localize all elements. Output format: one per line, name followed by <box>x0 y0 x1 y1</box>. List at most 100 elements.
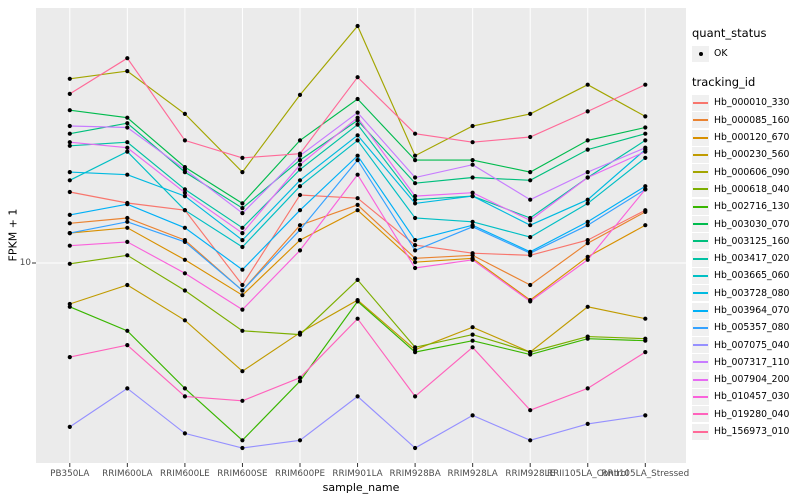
series-color-swatch-icon <box>693 274 708 277</box>
data-point <box>297 332 303 337</box>
data-point <box>470 345 475 350</box>
x-tick-label: RRII105LA_Control <box>546 469 629 479</box>
data-point <box>182 239 187 244</box>
legend-key-line <box>692 94 709 111</box>
series-color-swatch-icon <box>693 223 708 226</box>
data-point <box>182 431 187 436</box>
data-point <box>125 149 130 154</box>
data-point <box>355 394 360 399</box>
data-point <box>240 398 245 403</box>
data-point <box>182 111 187 116</box>
data-point <box>125 56 130 61</box>
data-point <box>125 140 130 145</box>
data-point <box>585 219 590 224</box>
data-point <box>297 167 303 172</box>
data-point <box>585 175 590 180</box>
data-point <box>470 332 475 337</box>
data-point <box>240 238 245 243</box>
data-point <box>413 153 418 158</box>
data-point <box>643 149 648 154</box>
data-point <box>413 350 418 355</box>
legend-gap <box>692 62 798 75</box>
legend-item-label: Hb_019280_040 <box>714 408 790 420</box>
data-point <box>240 445 245 451</box>
x-tick-label: RRIM928BA <box>389 469 441 479</box>
data-point <box>585 138 590 143</box>
legend-title-tracking-id: tracking_id <box>692 75 756 90</box>
data-point <box>528 134 533 140</box>
data-point <box>585 197 590 202</box>
legend-key-line <box>692 216 709 233</box>
data-point <box>240 211 245 216</box>
data-point <box>297 158 303 163</box>
series-color-swatch-icon <box>693 378 708 381</box>
data-point <box>182 138 187 143</box>
data-point <box>585 421 590 426</box>
legend-item-label: Hb_000230_560 <box>714 149 790 161</box>
series-color-swatch-icon <box>693 344 708 347</box>
series-color-swatch-icon <box>693 119 708 122</box>
data-point <box>67 131 72 136</box>
legend-key-line <box>692 164 709 181</box>
data-point <box>125 215 130 221</box>
data-point <box>67 304 72 309</box>
data-point <box>297 227 303 232</box>
series-color-swatch-icon <box>693 257 708 260</box>
legend-item-label: Hb_000618_040 <box>714 183 790 195</box>
x-tick-label: RRIM928LA <box>447 469 498 479</box>
series-color-swatch-icon <box>693 205 708 208</box>
data-point <box>413 238 418 243</box>
legend-title-quant-status: quant_status <box>692 26 767 40</box>
data-point <box>585 223 590 228</box>
data-point <box>297 379 303 384</box>
data-point <box>67 424 72 429</box>
legend-item-label: Hb_003030_070 <box>714 218 790 230</box>
data-point <box>182 187 187 192</box>
series-color-swatch-icon <box>693 240 708 243</box>
data-point <box>125 121 130 126</box>
data-point <box>67 76 72 81</box>
data-point <box>470 190 475 195</box>
legend-key-line <box>692 112 709 129</box>
data-point <box>67 231 72 236</box>
data-point <box>240 282 245 288</box>
data-point <box>67 91 72 96</box>
data-point <box>355 110 360 115</box>
legend-key-point <box>692 45 709 62</box>
data-point <box>182 190 187 195</box>
data-point <box>355 158 360 163</box>
data-point <box>413 243 418 248</box>
data-point <box>297 178 303 183</box>
legend-key-line <box>692 233 709 250</box>
data-point <box>355 196 360 201</box>
data-point <box>182 288 187 293</box>
data-point <box>470 413 475 418</box>
data-point <box>240 201 245 206</box>
data-point <box>643 145 648 150</box>
data-point <box>585 82 590 87</box>
data-point <box>182 167 187 172</box>
data-point <box>240 369 245 374</box>
data-point <box>585 109 590 114</box>
data-point <box>470 219 475 224</box>
legend-item-Hb_019280_040: Hb_019280_040 <box>692 406 798 423</box>
series-color-swatch-icon <box>693 361 708 364</box>
data-point <box>528 178 533 183</box>
legend-item-Hb_003417_020: Hb_003417_020 <box>692 250 798 267</box>
data-point <box>643 316 648 321</box>
data-point <box>67 243 72 248</box>
data-point <box>470 123 475 129</box>
legend-item-label: Hb_005357_080 <box>714 322 790 334</box>
legend-key-line <box>692 423 709 440</box>
series-color-swatch-icon <box>693 309 708 312</box>
legend-key-line <box>692 250 709 267</box>
legend-key-line <box>692 129 709 146</box>
data-point <box>470 257 475 262</box>
data-point <box>240 231 245 236</box>
data-point <box>413 201 418 206</box>
data-point <box>125 253 130 258</box>
legend-item-label: Hb_003125_160 <box>714 235 790 247</box>
data-point <box>643 350 648 355</box>
data-point <box>240 293 245 298</box>
legend-key-line <box>692 267 709 284</box>
